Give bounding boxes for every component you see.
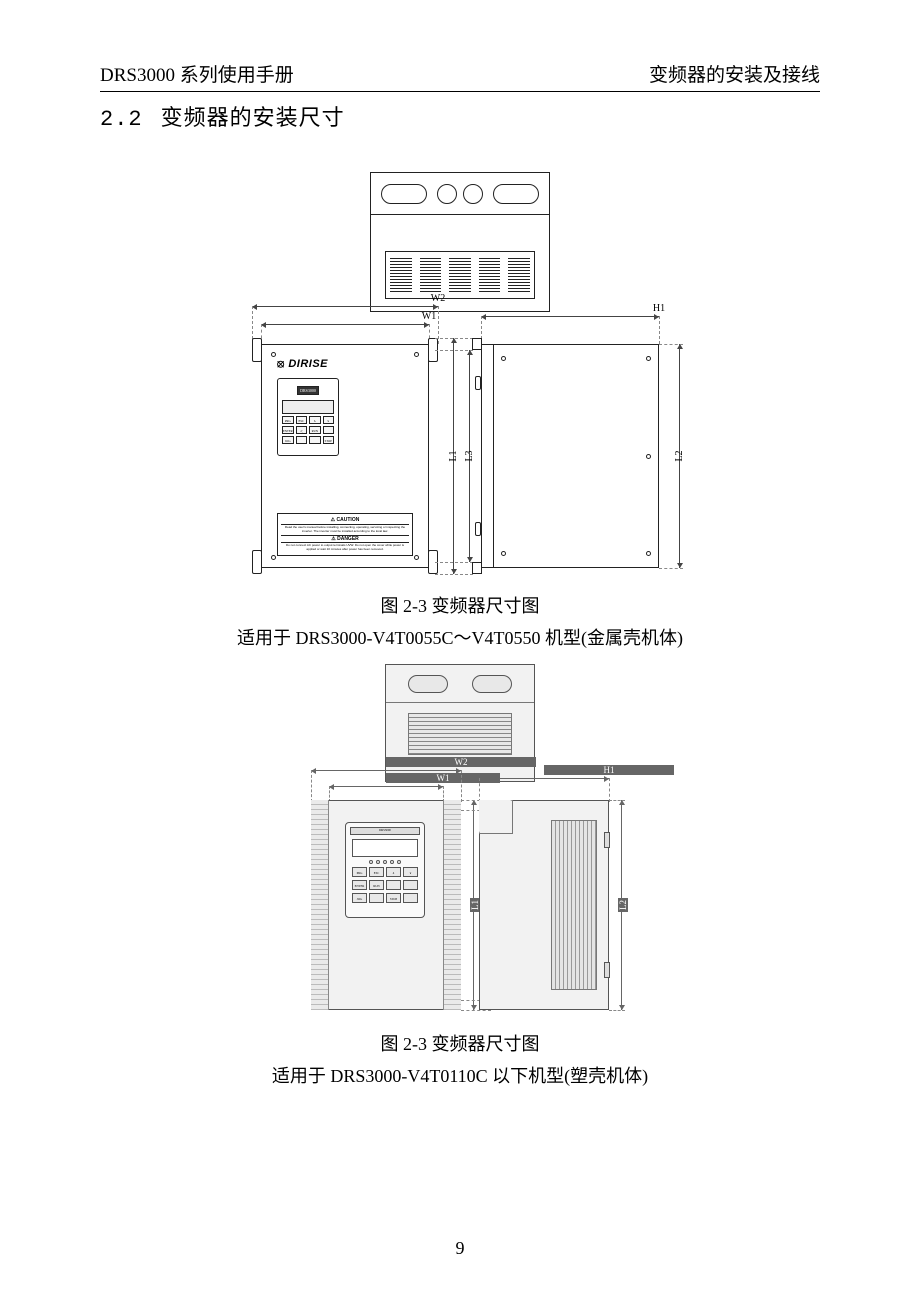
figure-2-plastic-shell: W2 W1 DRS3000 xyxy=(240,664,680,1010)
header-left: DRS3000 系列使用手册 xyxy=(100,60,294,87)
figure2-subcaption: 适用于 DRS3000-V4T0110C 以下机型(塑壳机体) xyxy=(100,1062,820,1088)
page-header: DRS3000 系列使用手册 变频器的安装及接线 xyxy=(100,60,820,92)
section-heading: 变频器的安装尺寸 xyxy=(161,105,345,130)
panel-btn: ＜ xyxy=(296,426,307,434)
fig1-front-view: ⦻ DIRISE DRS3000 PRG ESC ∧ ∨ ENTER xyxy=(255,340,435,572)
figure-1-metal-shell: W2 W1 ⦻ DIRISE xyxy=(200,172,720,572)
dim-label-l3: L3 xyxy=(464,450,475,461)
keypad-panel: DRS3000 PRG ESC ∧ ∨ EN xyxy=(345,822,425,918)
dim-label-l1: L1 xyxy=(448,450,459,461)
danger-text: Do not connect AC power to output termin… xyxy=(281,544,409,552)
panel-btn xyxy=(323,426,334,434)
panel-btn: ENTER xyxy=(282,426,294,434)
warning-label: ⚠ CAUTION Read the user's manual before … xyxy=(277,513,413,556)
panel-btn: JOG xyxy=(352,893,367,903)
fig2-side-wrap: H1 L2 xyxy=(479,800,609,1010)
panel-btn: ESC xyxy=(369,867,384,877)
dim-label-l2: L2 xyxy=(674,450,685,461)
panel-btn: JOG xyxy=(282,436,294,444)
panel-model: DRS3000 xyxy=(297,386,319,395)
dim-label-l2: L2 xyxy=(618,898,628,912)
header-right: 变频器的安装及接线 xyxy=(649,60,820,87)
panel-btn xyxy=(309,436,321,444)
figure1-subcaption: 适用于 DRS3000-V4T0055C～V4T0550 机型(金属壳机体) xyxy=(100,624,820,650)
keypad-panel: DRS3000 PRG ESC ∧ ∨ ENTER ＜ RUN xyxy=(277,378,339,456)
panel-btn: STOP xyxy=(386,893,401,903)
page: DRS3000 系列使用手册 变频器的安装及接线 2.2 变频器的安装尺寸 xyxy=(0,0,920,1142)
fig1-front-wrap: W2 W1 ⦻ DIRISE xyxy=(255,340,435,572)
panel-btn: ∧ xyxy=(386,867,401,877)
fig2-front-view: DRS3000 PRG ESC ∧ ∨ EN xyxy=(311,800,461,1010)
fig2-front-wrap: W2 W1 DRS3000 xyxy=(311,800,461,1010)
panel-btn: ESC xyxy=(296,416,308,424)
figure2-caption: 图 2-3 变频器尺寸图 xyxy=(100,1030,820,1056)
fig1-top-view xyxy=(370,172,550,312)
dim-label-h1: H1 xyxy=(544,765,674,775)
panel-model: DRS3000 xyxy=(350,827,420,835)
dim-label-h1: H1 xyxy=(570,303,748,314)
panel-btn xyxy=(386,880,401,890)
warning-icon: ⚠ xyxy=(331,536,335,543)
fig2-side-view xyxy=(479,800,609,1010)
section-number: 2.2 xyxy=(100,107,143,132)
danger-heading: ⚠ DANGER xyxy=(281,535,409,544)
panel-btn: STOP xyxy=(323,436,335,444)
panel-btn xyxy=(369,893,384,903)
dim-label-w2: W2 xyxy=(345,293,531,304)
caution-text: Read the user's manual before installing… xyxy=(281,526,409,534)
panel-btn: PRG xyxy=(282,416,294,424)
dim-label-w2: W2 xyxy=(386,757,536,767)
fig1-side-view xyxy=(475,340,665,572)
lcd-display xyxy=(282,400,334,414)
panel-btn xyxy=(296,436,308,444)
panel-btn: RUN xyxy=(369,880,384,890)
warning-icon: ⚠ xyxy=(331,517,335,524)
page-number: 9 xyxy=(0,1238,920,1259)
panel-btn: ENTER xyxy=(352,880,367,890)
panel-btn xyxy=(403,893,418,903)
panel-btn: ∨ xyxy=(403,867,418,877)
panel-btn: ∧ xyxy=(309,416,321,424)
brand-logo-text: ⦻ DIRISE xyxy=(277,358,328,371)
fig1-side-wrap: H1 L2 xyxy=(475,340,665,572)
caution-heading: ⚠ CAUTION xyxy=(281,517,409,525)
panel-btn: ∨ xyxy=(323,416,335,424)
figure1-caption: 图 2-3 变频器尺寸图 xyxy=(100,592,820,618)
panel-btn: PRG xyxy=(352,867,367,877)
panel-btn xyxy=(403,880,418,890)
panel-btn: RUN xyxy=(309,426,320,434)
section-title: 2.2 变频器的安装尺寸 xyxy=(100,100,820,132)
lcd-display xyxy=(352,839,418,857)
